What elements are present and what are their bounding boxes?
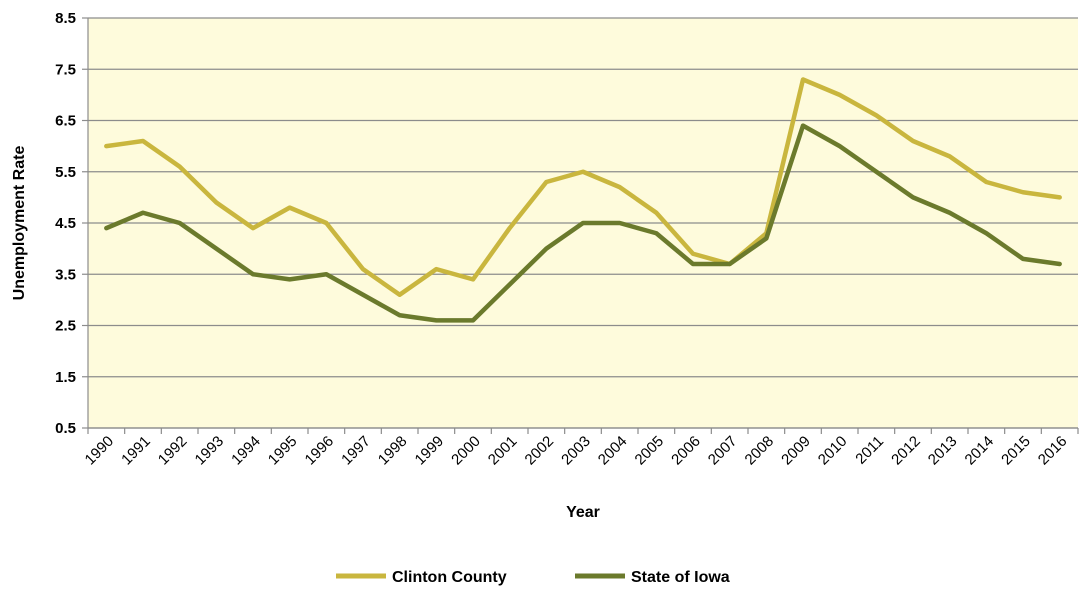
x-tick-label: 1997: [338, 433, 374, 469]
y-tick-label: 1.5: [55, 369, 76, 386]
x-tick-label: 1991: [118, 433, 154, 469]
x-tick-label: 2005: [632, 433, 668, 469]
y-axis-title: Unemployment Rate: [11, 146, 28, 301]
x-tick-label: 2001: [485, 433, 521, 469]
x-tick-label: 2003: [558, 433, 594, 469]
y-tick-label: 4.5: [55, 215, 76, 232]
x-tick-label: 1990: [82, 433, 118, 469]
legend: Clinton County State of Iowa: [336, 569, 730, 586]
y-tick-label: 8.5: [55, 10, 76, 27]
x-tick-label: 2011: [852, 433, 887, 468]
x-tick-label: 2012: [888, 433, 924, 469]
series-lines: [104, 77, 1062, 323]
x-tick-label: 1998: [375, 433, 411, 469]
x-tick-label: 2016: [1035, 433, 1071, 469]
x-axis-ticks: 1990 1991 1992 1993 1994 1995 1996 1997 1998 1999…: [82, 428, 1079, 469]
x-tick-label: 1999: [412, 433, 448, 469]
x-tick-label: 2000: [448, 433, 484, 469]
legend-label-1: State of Iowa: [631, 569, 730, 586]
x-tick-label: 1994: [228, 433, 264, 469]
x-tick-label: 1992: [155, 433, 191, 469]
y-tick-label: 2.5: [55, 318, 76, 335]
x-tick-label: 2009: [778, 433, 814, 469]
x-axis-title: Year: [566, 504, 600, 521]
y-tick-label: 3.5: [55, 266, 76, 283]
y-tick-label: 0.5: [55, 420, 76, 437]
x-tick-label: 1993: [192, 433, 228, 469]
y-tick-label: 5.5: [55, 164, 76, 181]
y-tick-label: 6.5: [55, 113, 76, 130]
x-tick-label: 2006: [668, 433, 704, 469]
y-axis-ticks: 0.5 1.5 2.5 3.5 4.5 5.5 6.5 7.5 8.5: [55, 10, 88, 437]
x-tick-label: 2013: [925, 433, 961, 469]
x-tick-label: 1995: [265, 433, 301, 469]
x-tick-label: 2010: [815, 433, 851, 469]
series-line-0: [104, 77, 1062, 297]
x-tick-label: 1996: [302, 433, 338, 469]
x-tick-label: 2008: [742, 433, 778, 469]
x-tick-label: 2002: [522, 433, 558, 469]
series-line-1: [104, 123, 1062, 323]
x-tick-label: 2014: [962, 433, 998, 469]
x-tick-label: 2007: [705, 433, 741, 469]
x-tick-label: 2015: [998, 433, 1034, 469]
legend-label-0: Clinton County: [392, 569, 507, 586]
y-tick-label: 7.5: [55, 61, 76, 78]
x-tick-label: 2004: [595, 433, 631, 469]
